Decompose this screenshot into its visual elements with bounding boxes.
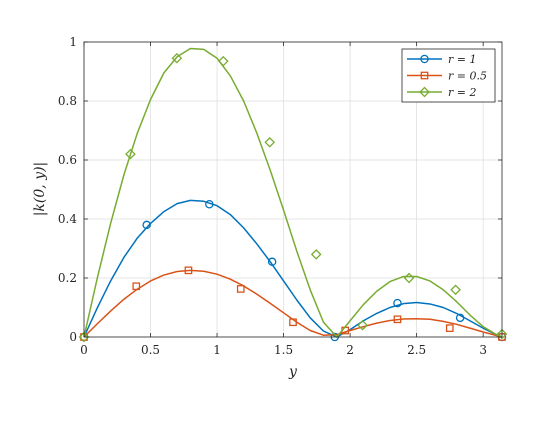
data-point-diamond: [450, 284, 461, 296]
y-tick-label: 0.6: [58, 153, 77, 167]
ticks: 0 0.5 1 1.5 2 2.5 3 0 0.2 0.4 0.6 0.8 1: [58, 35, 502, 357]
x-tick-label: 2.5: [407, 343, 426, 357]
legend-item: r = 1: [407, 53, 476, 66]
data-point-circle: [420, 54, 429, 64]
data-point-circle: [455, 313, 465, 323]
series-line: [83, 47, 503, 338]
data-point-diamond: [125, 148, 136, 160]
y-axis-label: |k(0, y)|: [32, 162, 48, 217]
series-line: [83, 269, 503, 338]
data-point-diamond: [419, 86, 430, 98]
series-diamond: [78, 47, 508, 343]
data-point-diamond: [264, 136, 276, 148]
data-point-circle: [267, 257, 277, 267]
series-line: [83, 199, 503, 338]
y-tick-label: 0: [69, 330, 77, 344]
x-tick-label: 1.5: [274, 343, 293, 357]
data-point-square: [393, 315, 402, 324]
x-tick-label: 2: [346, 343, 354, 357]
y-tick-label: 0.2: [58, 271, 77, 285]
data-point-circle: [205, 199, 214, 209]
legend: r = 1 r = 0.5 r = 2: [401, 48, 496, 103]
legend-label: r = 2: [448, 86, 476, 99]
legend-item: r = 2: [407, 86, 476, 99]
y-tick-label: 0.8: [58, 94, 77, 108]
x-tick-label: 0.5: [141, 343, 160, 357]
legend-label: r = 0.5: [448, 70, 487, 83]
x-tick-label: 1: [213, 343, 221, 357]
data-point-diamond: [78, 331, 90, 343]
data-point-diamond: [310, 249, 322, 260]
data-point-square: [420, 71, 429, 80]
x-tick-label: 0: [80, 343, 88, 357]
data-point-square: [445, 324, 454, 333]
plot-frame: [83, 41, 503, 338]
data-point-diamond: [357, 319, 368, 331]
data-point-circle: [142, 220, 151, 230]
data-point-square: [184, 266, 193, 275]
x-axis-label: y: [288, 364, 298, 380]
data-point-square: [236, 285, 245, 293]
legend-label: r = 1: [448, 53, 476, 66]
data-point-diamond: [217, 55, 229, 67]
data-point-diamond: [403, 272, 415, 284]
data-point-square: [132, 282, 141, 291]
data-point-square: [289, 318, 297, 327]
series-square: [80, 266, 506, 341]
data-point-diamond: [171, 52, 183, 64]
legend-item: r = 0.5: [407, 70, 487, 83]
y-tick-label: 1: [69, 35, 77, 49]
data-point-diamond: [496, 328, 508, 340]
x-tick-label: 3: [479, 343, 487, 357]
y-tick-label: 0.4: [58, 212, 77, 226]
data-point-circle: [393, 298, 402, 308]
